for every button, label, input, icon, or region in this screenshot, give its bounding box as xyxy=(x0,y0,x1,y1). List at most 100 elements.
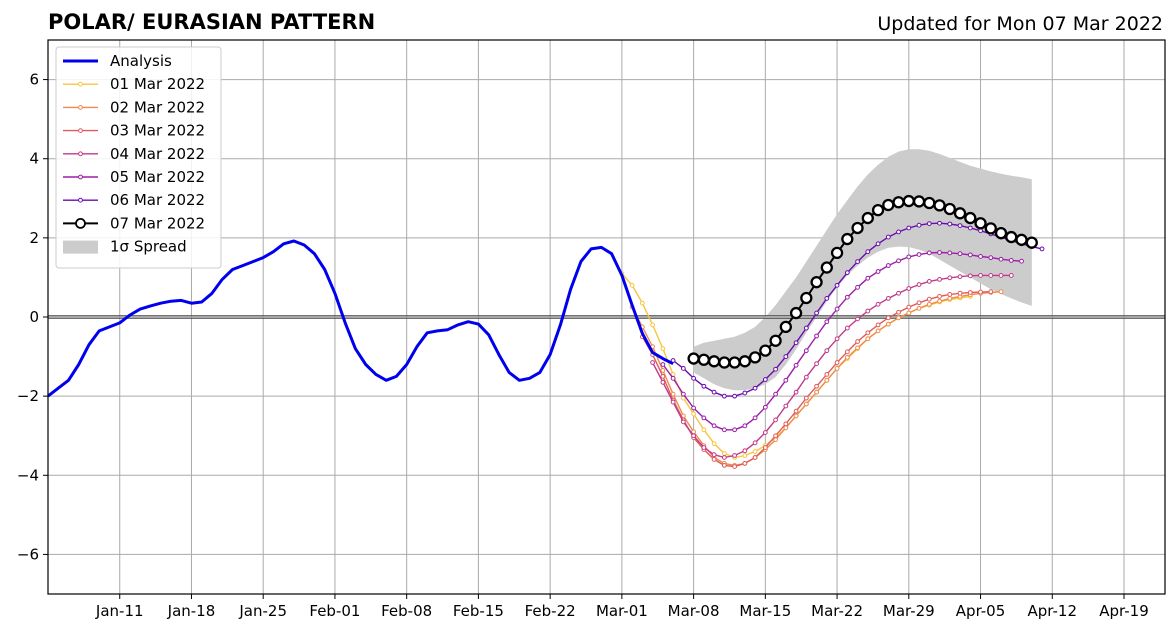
forecast-3-point xyxy=(916,282,922,287)
forecast-2-point xyxy=(834,360,840,365)
x-tick-label: Jan-11 xyxy=(95,602,144,620)
forecast-6-point xyxy=(800,291,813,305)
forecast-2-point xyxy=(916,300,922,306)
forecast-2-point xyxy=(711,457,717,462)
forecast-5-point xyxy=(814,310,819,316)
forecast-4-point xyxy=(711,423,717,429)
forecast-6-point xyxy=(912,195,926,208)
forecast-4-point xyxy=(803,348,809,354)
legend-label: 02 Mar 2022 xyxy=(110,98,205,116)
forecast-3-point xyxy=(978,273,983,278)
forecast-3-point xyxy=(773,417,778,423)
forecast-5-point xyxy=(978,228,983,234)
forecast-3-point xyxy=(855,316,860,322)
forecast-2-point xyxy=(978,289,983,295)
forecast-2-point xyxy=(814,383,819,389)
forecast-3-point xyxy=(680,419,686,425)
forecast-6-point xyxy=(738,355,751,368)
forecast-4-point xyxy=(783,377,789,383)
y-tick-label: 0 xyxy=(29,308,39,326)
forecast-6-point xyxy=(953,207,967,220)
forecast-2-point xyxy=(824,371,830,377)
forecast-5-point xyxy=(752,385,758,391)
forecast-4-point xyxy=(752,415,758,421)
y-tick-label: −4 xyxy=(17,466,39,484)
x-tick-label: Apr-19 xyxy=(1099,602,1149,620)
forecast-4-point xyxy=(721,427,727,433)
forecast-4-point xyxy=(824,319,830,325)
forecast-2-point xyxy=(885,315,891,321)
forecast-5-point xyxy=(793,340,799,346)
forecast-3-point xyxy=(967,273,973,279)
legend-item: 03 Mar 2022 xyxy=(63,122,205,140)
forecast-4-point xyxy=(762,404,768,410)
forecast-1-point xyxy=(875,328,881,334)
forecast-4-point xyxy=(793,362,799,368)
x-tick-label: Feb-01 xyxy=(309,602,360,620)
legend-label: 06 Mar 2022 xyxy=(110,191,205,209)
forecast-3-point xyxy=(752,440,758,446)
forecast-5-point xyxy=(1039,246,1045,252)
forecast-3-point xyxy=(711,452,717,458)
legend-marker xyxy=(78,174,83,180)
forecast-1-point xyxy=(906,310,912,316)
forecast-0-point xyxy=(701,427,707,433)
forecast-5-point xyxy=(896,229,901,235)
forecast-4-point xyxy=(906,254,912,260)
forecast-2-point xyxy=(957,290,963,296)
legend-marker xyxy=(78,81,83,87)
forecast-4-point xyxy=(926,250,932,256)
forecast-2-point xyxy=(896,309,901,315)
x-tick-label: Feb-15 xyxy=(453,602,504,620)
forecast-0-point xyxy=(742,453,748,458)
forecast-5-point xyxy=(732,393,737,399)
forecast-6-point xyxy=(830,246,844,260)
forecast-4-point xyxy=(701,415,707,421)
legend-label: 04 Mar 2022 xyxy=(110,145,205,163)
forecast-2-point xyxy=(967,290,973,295)
legend-marker xyxy=(75,217,86,229)
forecast-4-point xyxy=(947,250,953,256)
forecast-4-point xyxy=(834,306,840,312)
x-tick-label: Jan-18 xyxy=(167,602,216,620)
forecast-6-point xyxy=(728,356,741,369)
forecast-4-point xyxy=(691,405,697,411)
forecast-5-point xyxy=(967,225,973,231)
forecast-3-point xyxy=(896,290,901,296)
forecast-5-point xyxy=(865,249,871,255)
chart-subtitle: Updated for Mon 07 Mar 2022 xyxy=(877,13,1163,35)
forecast-5-point xyxy=(701,383,707,389)
forecast-1-point xyxy=(814,389,819,395)
forecast-1-point xyxy=(998,289,1004,295)
legend-label: 03 Mar 2022 xyxy=(110,122,205,140)
forecast-4-point xyxy=(844,294,850,300)
forecast-1-point xyxy=(793,413,799,419)
forecast-0-point xyxy=(752,449,758,454)
forecast-5-point xyxy=(783,354,789,359)
x-tick-label: Mar-15 xyxy=(739,602,791,620)
forecast-1-point xyxy=(947,296,953,301)
forecast-5-point xyxy=(742,390,748,396)
forecast-4-point xyxy=(814,333,819,339)
forecast-5-point xyxy=(885,234,891,240)
forecast-3-point xyxy=(957,274,963,280)
forecast-5-point xyxy=(957,223,963,228)
analysis-line xyxy=(47,239,674,398)
forecast-6-point xyxy=(994,226,1008,240)
forecast-1-point xyxy=(824,377,830,383)
legend-swatch xyxy=(63,240,98,254)
forecast-3-point xyxy=(814,361,819,367)
y-tick-label: 2 xyxy=(29,229,39,247)
forecast-6-point xyxy=(861,211,874,225)
legend-item: 05 Mar 2022 xyxy=(63,168,205,186)
forecast-2-point xyxy=(988,289,994,295)
forecast-6-point xyxy=(687,352,700,365)
forecast-6-point xyxy=(1005,230,1018,244)
forecast-6-point xyxy=(748,351,762,364)
forecast-1-point xyxy=(916,305,922,311)
forecast-6-point xyxy=(1025,236,1038,249)
y-tick-label: 4 xyxy=(29,150,39,168)
forecast-1-point xyxy=(855,345,860,351)
forecast-5-point xyxy=(721,393,727,399)
forecast-5-point xyxy=(844,270,850,276)
